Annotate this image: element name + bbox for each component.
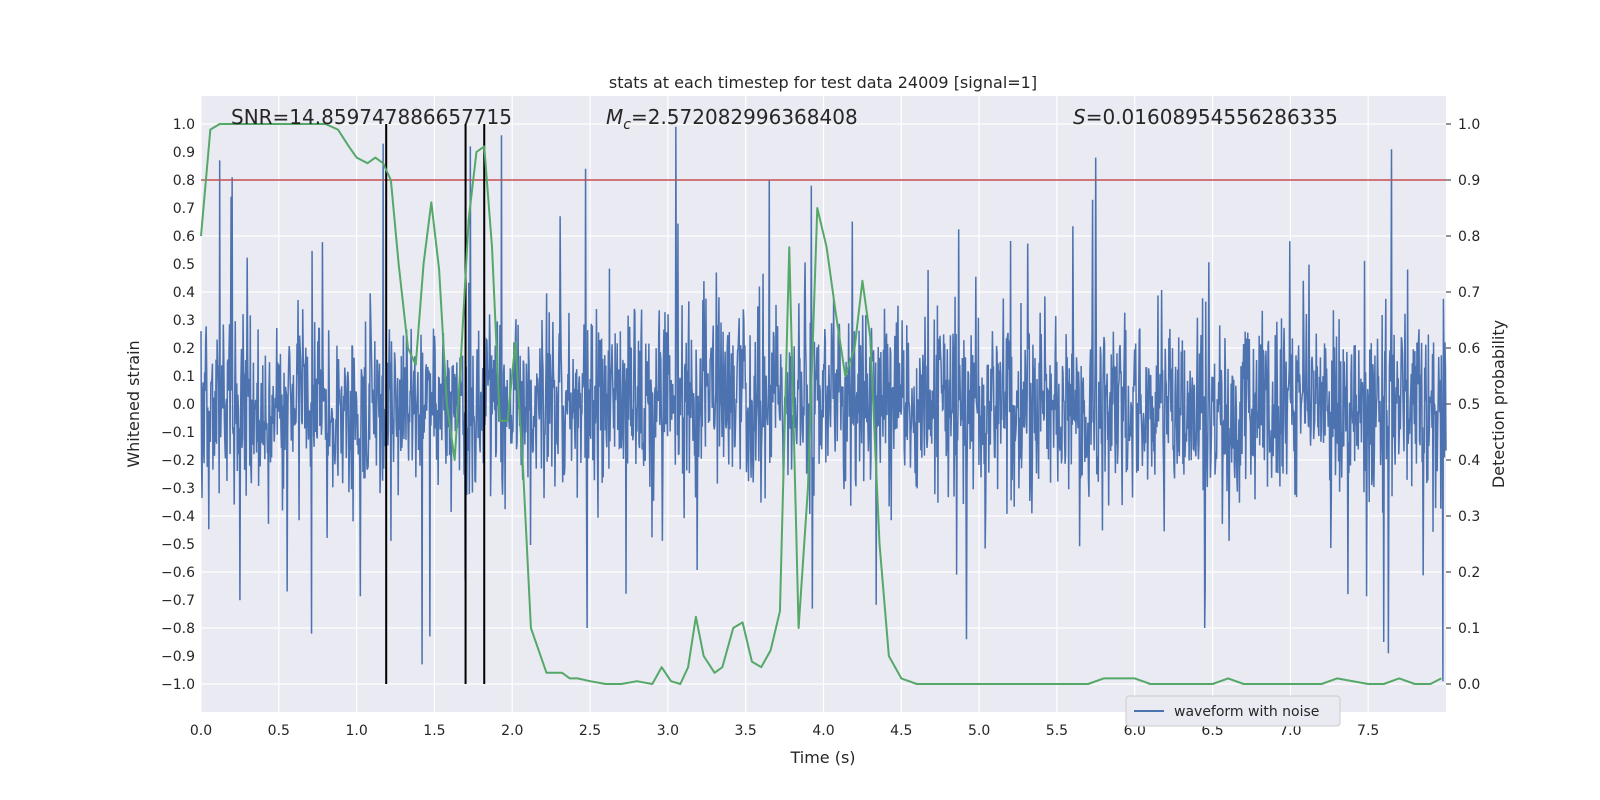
- x-tick-label: 7.5: [1357, 723, 1379, 739]
- y-tick-label: 0.2: [173, 341, 195, 357]
- snr-annotation: SNR=14.859747886657715: [231, 105, 512, 129]
- y-tick-label: 0.3: [173, 313, 195, 329]
- x-tick-label: 7.0: [1279, 723, 1301, 739]
- x-axis-ticks: 0.0 0.5 1.0 1.5 2.0 2.5 3.0 3.5 4.0 4.5 5.0 5.5 6.0 6…: [190, 723, 1379, 739]
- y-tick-label: −0.3: [161, 481, 195, 497]
- s-symbol: S: [1073, 105, 1086, 129]
- s-value: =0.01608954556286335: [1086, 105, 1338, 129]
- y-tick-label: 0.5: [173, 257, 195, 273]
- y-axis-ticks: 1.0 0.9 0.8 0.7 0.6 0.5 0.4 0.3 0.2 0.1 0.0 −0.1 −0.…: [161, 117, 195, 693]
- probability-series: [200, 123, 1442, 685]
- y-tick-label: −0.2: [161, 453, 195, 469]
- x-tick-label: 2.0: [501, 723, 523, 739]
- y2-tick-label: 0.5: [1458, 397, 1480, 413]
- y2-tick-label: 0.7: [1458, 285, 1480, 301]
- x-tick-label: 3.0: [657, 723, 679, 739]
- legend-entry: waveform with noise: [1174, 704, 1319, 720]
- y-tick-label: 0.1: [173, 369, 195, 385]
- legend: waveform with noise: [1125, 695, 1341, 727]
- y2-tick-label: 0.4: [1458, 453, 1480, 469]
- x-tick-label: 0.5: [268, 723, 290, 739]
- y-tick-label: −1.0: [161, 677, 195, 693]
- y-tick-label: 0.4: [173, 285, 195, 301]
- legend-box: [1125, 695, 1341, 727]
- y-tick-label: −0.6: [161, 565, 195, 581]
- y2-tick-label: 0.0: [1458, 677, 1480, 693]
- x-tick-label: 0.0: [190, 723, 212, 739]
- x-tick-label: 4.0: [812, 723, 834, 739]
- y-tick-label: −0.8: [161, 621, 195, 637]
- y-tick-label: 0.6: [173, 229, 195, 245]
- y-tick-label: 0.0: [173, 397, 195, 413]
- x-tick-label: 1.0: [345, 723, 367, 739]
- x-tick-label: 3.5: [735, 723, 757, 739]
- y2-tick-label: 1.0: [1458, 117, 1480, 133]
- chirp-mass-value: =2.572082996368408: [631, 105, 858, 129]
- y-tick-label: −0.1: [161, 425, 195, 441]
- y-tick-label: 0.7: [173, 201, 195, 217]
- y-tick-label: 0.8: [173, 173, 195, 189]
- y-tick-label: −0.5: [161, 537, 195, 553]
- waveform-series: [200, 126, 1447, 682]
- chirp-mass-subscript: c: [623, 117, 631, 133]
- y2-tick-label: 0.2: [1458, 565, 1480, 581]
- marker-lines: [385, 124, 486, 684]
- y-tick-label: 0.9: [173, 145, 195, 161]
- probability-line: [200, 123, 1442, 685]
- chart-title: stats at each timestep for test data 240…: [609, 73, 1037, 92]
- chirp-mass-symbol: M: [606, 105, 623, 129]
- x-axis-label: Time (s): [789, 748, 855, 767]
- y-tick-label: −0.7: [161, 593, 195, 609]
- y2-tick-label: 0.8: [1458, 229, 1480, 245]
- y-tick-label: 1.0: [173, 117, 195, 133]
- y2-tick-label: 0.6: [1458, 341, 1480, 357]
- y2-tick-label: 0.1: [1458, 621, 1480, 637]
- y2-axis-label: Detection probability: [1489, 320, 1508, 488]
- s-annotation: S=0.01608954556286335: [1073, 105, 1338, 129]
- x-tick-label: 5.5: [1046, 723, 1068, 739]
- x-tick-label: 4.5: [890, 723, 912, 739]
- x-tick-label: 6.0: [1124, 723, 1146, 739]
- x-tick-label: 6.5: [1201, 723, 1223, 739]
- x-tick-label: 2.5: [579, 723, 601, 739]
- waveform-line: [200, 126, 1447, 682]
- y2-tick-label: 0.3: [1458, 509, 1480, 525]
- y-axis-label: Whitened strain: [124, 340, 143, 467]
- y2-tick-label: 0.9: [1458, 173, 1480, 189]
- x-tick-label: 5.0: [968, 723, 990, 739]
- y-tick-label: −0.9: [161, 649, 195, 665]
- y-tick-label: −0.4: [161, 509, 195, 525]
- chirp-mass-annotation: Mc=2.572082996368408: [606, 105, 858, 133]
- x-tick-label: 1.5: [423, 723, 445, 739]
- y2-axis-ticks: 1.0 0.9 0.8 0.7 0.6 0.5 0.4 0.3 0.2 0.1 0.0: [1446, 117, 1480, 693]
